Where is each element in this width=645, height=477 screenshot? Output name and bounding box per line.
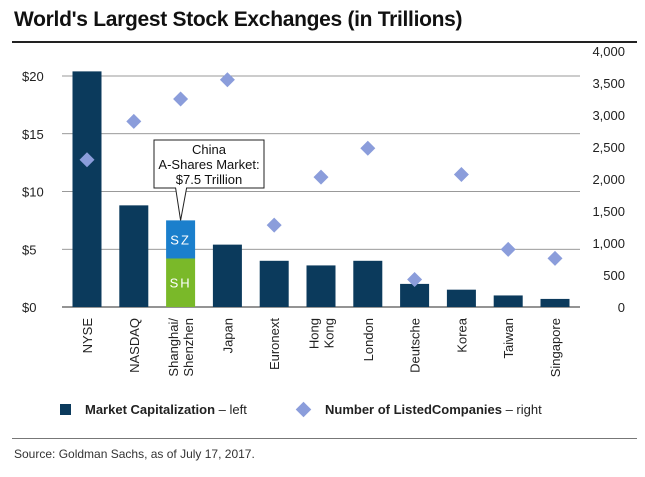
callout-box (153, 139, 265, 221)
bar (446, 289, 476, 307)
diamond-point (453, 167, 469, 183)
category-label: Korea (454, 317, 469, 352)
category-label-line: London (361, 318, 376, 361)
category-label-line: Shanghai/ (166, 318, 181, 377)
bar (353, 260, 383, 307)
category-label: Singapore (548, 318, 563, 377)
bar (540, 298, 570, 307)
source-note: Source: Goldman Sachs, as of July 17, 20… (14, 447, 255, 461)
legend-bar-suffix: – left (215, 402, 247, 417)
diamond-point (219, 72, 235, 88)
title-rule (12, 41, 637, 43)
legend-diamond-swatch (295, 401, 312, 418)
segment-label: SZ (170, 232, 191, 247)
bar (119, 205, 149, 307)
left-tick-label: $15 (22, 127, 44, 142)
category-label: Japan (220, 318, 235, 353)
bar (212, 244, 242, 307)
category-label-line: Kong (322, 318, 337, 348)
bar-segment-sz (166, 220, 196, 259)
legend-market-cap: Market Capitalization – left (60, 402, 247, 417)
bar (400, 283, 430, 307)
category-label: Euronext (267, 318, 282, 370)
category-label-line: Singapore (548, 318, 563, 377)
category-label: London (361, 318, 376, 361)
right-tick-label: 1,000 (592, 236, 625, 251)
left-tick-label: $0 (22, 300, 36, 315)
right-tick-label: 3,000 (592, 108, 625, 123)
right-tick-label: 4,000 (592, 44, 625, 59)
right-tick-label: 2,500 (592, 140, 625, 155)
category-label: Hong Kong (307, 318, 337, 349)
diamond-point (266, 217, 282, 233)
bottom-rule (12, 438, 637, 439)
category-label-line: Japan (220, 318, 235, 353)
callout-line: A-Shares Market: (158, 157, 259, 172)
callout-line: China (192, 142, 227, 157)
diamond-point (173, 91, 189, 107)
category-label-line: Deutsche (408, 318, 423, 373)
bar-segment-sh (166, 258, 196, 307)
category-label-line: NYSE (80, 318, 95, 354)
diamond-point (126, 113, 142, 129)
legend-bar-label: Market Capitalization (85, 402, 216, 417)
category-label-line: Euronext (267, 318, 282, 370)
diamond-point (79, 152, 95, 168)
category-label: NASDAQ (127, 318, 142, 373)
chart-title: World's Largest Stock Exchanges (in Tril… (14, 8, 463, 31)
category-label: Taiwan (501, 318, 516, 358)
category-label: NYSE (80, 318, 95, 354)
diamond-point (313, 169, 329, 185)
category-label-line: Hong (307, 318, 322, 349)
diamond-point (500, 241, 516, 257)
right-tick-label: 0 (618, 300, 625, 315)
diamond-point (547, 250, 563, 266)
bar (259, 260, 289, 307)
left-tick-label: $20 (22, 69, 44, 84)
right-tick-label: 500 (603, 268, 625, 283)
legend-diamond-label: Number of ListedCompanies (325, 402, 502, 417)
category-label-line: Korea (454, 317, 469, 352)
callout-line: $7.5 Trillion (176, 172, 242, 187)
legend-bar-swatch (60, 404, 71, 415)
legend-listed-companies: Number of ListedCompanies – right (295, 401, 542, 418)
diamond-point (407, 271, 423, 287)
segment-label: SH (170, 276, 192, 291)
chart: SH SZ $0 $5 $10 $15 $20 0 500 1,000 1,500 2,000 2,… (22, 44, 625, 377)
category-label-line: Taiwan (501, 318, 516, 358)
bar (72, 71, 102, 307)
right-tick-label: 3,500 (592, 76, 625, 91)
bar (493, 295, 523, 307)
left-tick-label: $5 (22, 242, 36, 257)
right-tick-label: 2,000 (592, 172, 625, 187)
left-tick-label: $10 (22, 185, 44, 200)
diamond-point (360, 140, 376, 156)
bar (306, 265, 336, 307)
right-tick-label: 1,500 (592, 204, 625, 219)
legend-diamond-suffix: – right (501, 402, 542, 417)
category-label: Shanghai/Shenzhen (166, 318, 196, 377)
category-label: Deutsche (408, 318, 423, 373)
category-label-line: NASDAQ (127, 318, 142, 373)
category-label-line: Shenzhen (181, 318, 196, 377)
